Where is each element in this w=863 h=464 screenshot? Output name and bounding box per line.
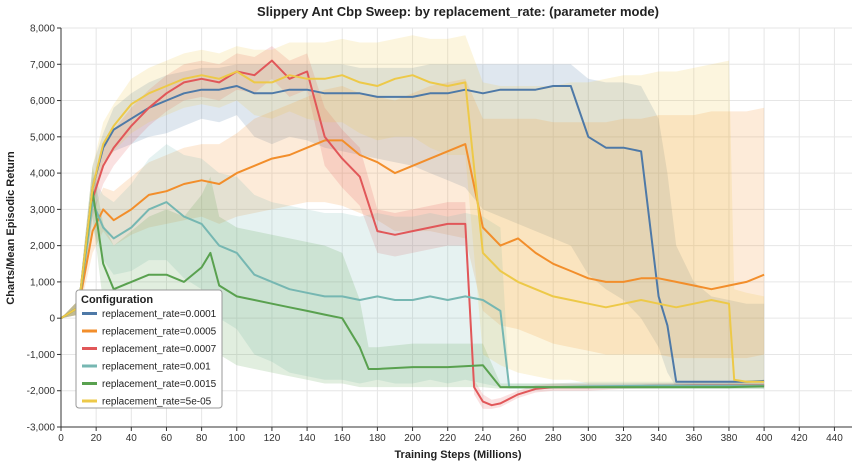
x-tick-label-15: 300 (580, 433, 597, 444)
x-tick-label-22: 440 (826, 433, 843, 444)
y-tick-label-9: 6,000 (30, 96, 55, 107)
y-tick-label-3: 0 (49, 314, 55, 325)
x-tick-label-10: 200 (404, 433, 421, 444)
x-tick-label-1: 20 (91, 433, 103, 444)
legend-label-5: replacement_rate=5e-05 (102, 397, 212, 408)
x-tick-label-11: 220 (439, 433, 456, 444)
y-tick-label-5: 2,000 (30, 241, 55, 252)
y-tick-label-2: -1,000 (27, 350, 56, 361)
series-line-0 (60, 85, 765, 383)
y-axis-label: Charts/Mean Episodic Return (5, 151, 17, 305)
series-line-4 (60, 190, 765, 389)
x-tick-label-6: 120 (264, 433, 281, 444)
y-tick-label-0: -3,000 (27, 423, 56, 434)
x-axis-label: Training Steps (Millions) (394, 449, 521, 461)
series-band-2 (61, 46, 765, 409)
series-band-1 (61, 78, 765, 359)
y-tick-label-4: 1,000 (30, 277, 55, 288)
y-axis-ticks: -3,000 -2,000 -1,000 0 1,000 2,000 3,000 4,000 5… (27, 24, 61, 434)
legend-box (75, 289, 223, 409)
series-band-5 (61, 35, 765, 388)
x-tick-label-3: 60 (161, 433, 173, 444)
x-tick-label-17: 340 (650, 433, 667, 444)
x-tick-label-2: 40 (126, 433, 138, 444)
y-tick-label-10: 7,000 (30, 60, 55, 71)
x-tick-label-21: 420 (791, 433, 808, 444)
y-tick-label-11: 8,000 (30, 24, 55, 35)
y-tick-label-6: 3,000 (30, 205, 55, 216)
legend-label-3: replacement_rate=0.001 (102, 362, 211, 373)
x-tick-label-7: 140 (299, 433, 316, 444)
axes (60, 28, 852, 428)
legend-label-0: replacement_rate=0.0001 (102, 309, 217, 320)
series-band-4 (61, 165, 765, 389)
legend-label-2: replacement_rate=0.0007 (102, 344, 217, 355)
legend-items: replacement_rate=0.0001 replacement_rate=… (82, 309, 217, 408)
confidence-bands (61, 35, 765, 409)
x-tick-label-12: 240 (475, 433, 492, 444)
legend-label-4: replacement_rate=0.0015 (102, 379, 217, 390)
series-band-3 (61, 144, 765, 389)
y-tick-label-1: -2,000 (27, 386, 56, 397)
x-tick-label-9: 180 (369, 433, 386, 444)
series-lines (60, 59, 765, 407)
y-tick-label-7: 4,000 (30, 169, 55, 180)
x-tick-label-0: 0 (58, 433, 64, 444)
x-tick-label-16: 320 (615, 433, 632, 444)
x-tick-label-13: 260 (510, 433, 527, 444)
legend-label-1: replacement_rate=0.0005 (102, 327, 217, 338)
x-tick-label-5: 100 (228, 433, 245, 444)
x-tick-label-18: 360 (685, 433, 702, 444)
x-tick-label-4: 80 (196, 433, 208, 444)
x-axis-ticks: 0 20 40 60 80 100 120 140 160 180 200 220 240 260 280 3… (58, 427, 843, 444)
legend: Configuration replacement_rate=0.0001rep… (75, 289, 223, 409)
series-line-5 (60, 70, 765, 383)
legend-title: Configuration (81, 294, 153, 306)
series-line-1 (60, 139, 765, 320)
x-tick-label-8: 160 (334, 433, 351, 444)
x-tick-label-20: 400 (756, 433, 773, 444)
x-tick-label-14: 280 (545, 433, 562, 444)
series-band-0 (61, 64, 765, 388)
y-tick-label-8: 5,000 (30, 132, 55, 143)
chart-title: Slippery Ant Cbp Sweep: by replacement_r… (257, 4, 659, 19)
x-tick-label-19: 380 (721, 433, 738, 444)
